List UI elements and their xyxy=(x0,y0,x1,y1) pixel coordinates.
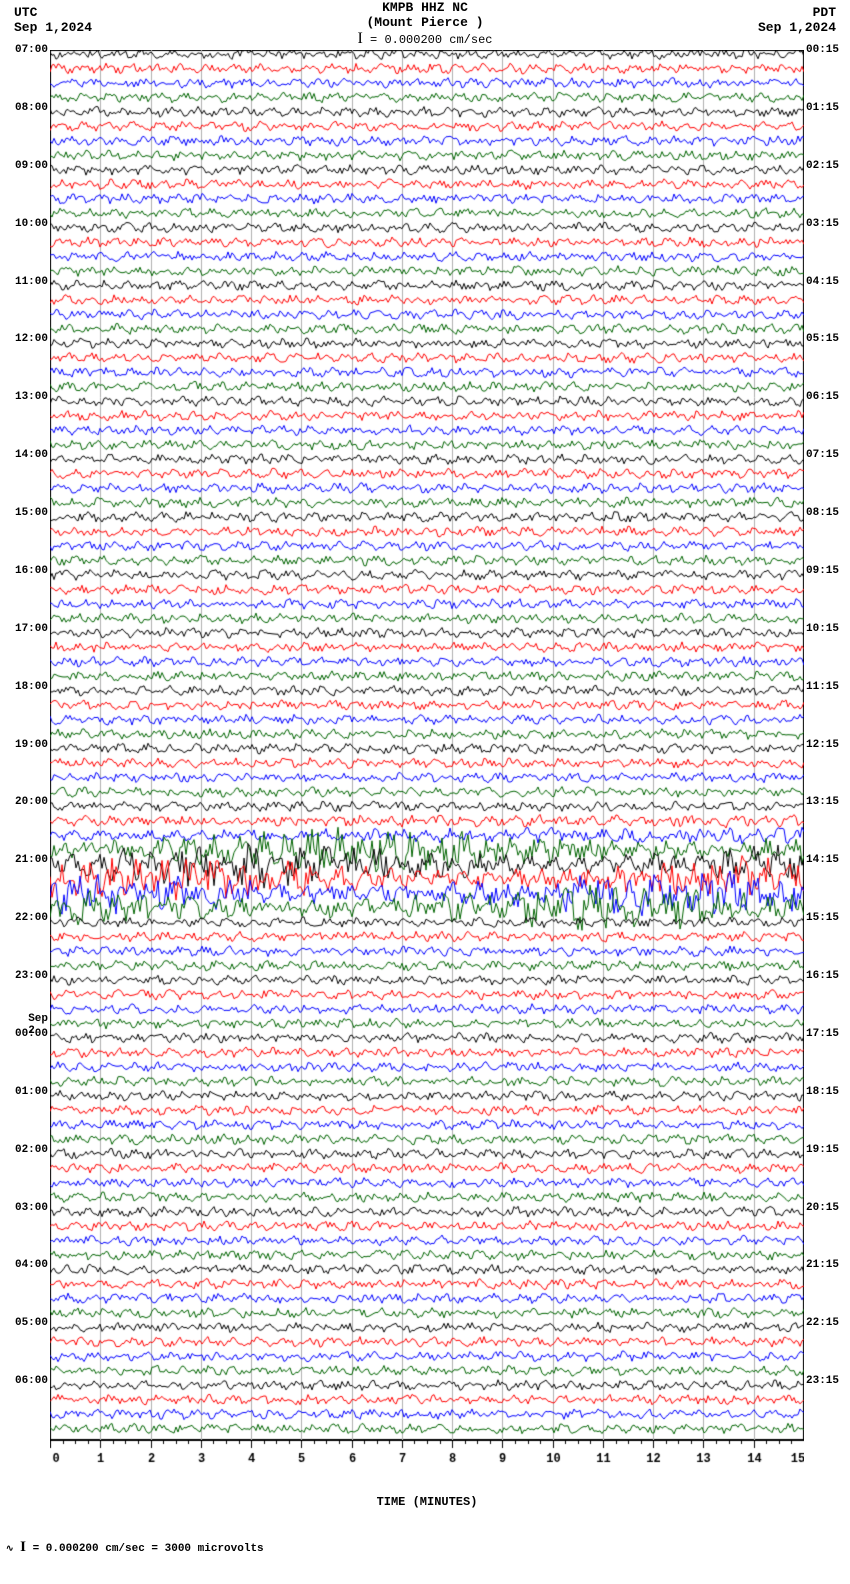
utc-time-label: 23:00 xyxy=(15,970,50,982)
x-axis-canvas xyxy=(50,1440,804,1472)
pdt-time-label: 17:15 xyxy=(804,1028,839,1040)
utc-time-label: 18:00 xyxy=(15,681,50,693)
pdt-time-label: 06:15 xyxy=(804,391,839,403)
scale-value: = 0.000200 cm/sec xyxy=(370,33,492,47)
utc-time-label: 22:00 xyxy=(15,912,50,924)
pdt-time-label: 12:15 xyxy=(804,739,839,751)
pdt-time-label: 08:15 xyxy=(804,507,839,519)
utc-time-label: 01:00 xyxy=(15,1086,50,1098)
utc-time-label: 16:00 xyxy=(15,565,50,577)
station-code: KMPB HHZ NC xyxy=(358,0,493,15)
pdt-time-label: 23:15 xyxy=(804,1375,839,1387)
utc-time-label: 19:00 xyxy=(15,739,50,751)
helicorder-canvas xyxy=(50,50,804,1440)
utc-time-label: 05:00 xyxy=(15,1317,50,1329)
pdt-time-label: 20:15 xyxy=(804,1202,839,1214)
pdt-time-label: 19:15 xyxy=(804,1144,839,1156)
pdt-time-label: 03:15 xyxy=(804,218,839,230)
pdt-time-label: 16:15 xyxy=(804,970,839,982)
station-location: (Mount Pierce ) xyxy=(358,15,493,30)
footer-text: = 0.000200 cm/sec = 3000 microvolts xyxy=(33,1543,264,1555)
scale-note: I = 0.000200 cm/sec xyxy=(358,30,493,48)
footer-scale: ∿ I = 0.000200 cm/sec = 3000 microvolts xyxy=(6,1539,850,1556)
utc-time-label: 08:00 xyxy=(15,102,50,114)
right-date: Sep 1,2024 xyxy=(758,20,836,35)
left-tz: UTC xyxy=(14,5,92,20)
utc-time-label: 11:00 xyxy=(15,276,50,288)
utc-time-label: 13:00 xyxy=(15,391,50,403)
utc-time-label: 21:00 xyxy=(15,854,50,866)
chart-header: UTC Sep 1,2024 KMPB HHZ NC (Mount Pierce… xyxy=(0,0,850,50)
x-axis-label: TIME (MINUTES) xyxy=(50,1495,804,1509)
pdt-time-label: 00:15 xyxy=(804,44,839,56)
left-date: Sep 1,2024 xyxy=(14,20,92,35)
pdt-time-label: 22:15 xyxy=(804,1317,839,1329)
pdt-time-label: 13:15 xyxy=(804,796,839,808)
pdt-time-label: 04:15 xyxy=(804,276,839,288)
pdt-time-label: 09:15 xyxy=(804,565,839,577)
helicorder-plot-area: 07:0008:0009:0010:0011:0012:0013:0014:00… xyxy=(50,50,804,1440)
right-tz: PDT xyxy=(758,5,836,20)
x-axis: TIME (MINUTES) xyxy=(50,1440,804,1509)
utc-time-label: 07:00 xyxy=(15,44,50,56)
header-left: UTC Sep 1,2024 xyxy=(14,5,92,35)
utc-time-label: 15:00 xyxy=(15,507,50,519)
pdt-time-label: 21:15 xyxy=(804,1259,839,1271)
utc-time-label: 20:00 xyxy=(15,796,50,808)
date-marker: Sep 2 xyxy=(28,1013,50,1037)
pdt-time-label: 02:15 xyxy=(804,160,839,172)
pdt-time-label: 05:15 xyxy=(804,333,839,345)
pdt-time-label: 10:15 xyxy=(804,623,839,635)
utc-time-label: 10:00 xyxy=(15,218,50,230)
pdt-time-label: 14:15 xyxy=(804,854,839,866)
header-center: KMPB HHZ NC (Mount Pierce ) I = 0.000200… xyxy=(358,0,493,48)
header-right: PDT Sep 1,2024 xyxy=(758,5,836,35)
utc-time-label: 12:00 xyxy=(15,333,50,345)
pdt-time-label: 11:15 xyxy=(804,681,839,693)
utc-time-label: 06:00 xyxy=(15,1375,50,1387)
utc-time-label: 02:00 xyxy=(15,1144,50,1156)
pdt-time-label: 01:15 xyxy=(804,102,839,114)
utc-time-label: 03:00 xyxy=(15,1202,50,1214)
pdt-time-label: 18:15 xyxy=(804,1086,839,1098)
utc-time-label: 17:00 xyxy=(15,623,50,635)
utc-time-label: 14:00 xyxy=(15,449,50,461)
pdt-time-label: 07:15 xyxy=(804,449,839,461)
pdt-time-label: 15:15 xyxy=(804,912,839,924)
utc-time-label: 09:00 xyxy=(15,160,50,172)
utc-time-label: 04:00 xyxy=(15,1259,50,1271)
